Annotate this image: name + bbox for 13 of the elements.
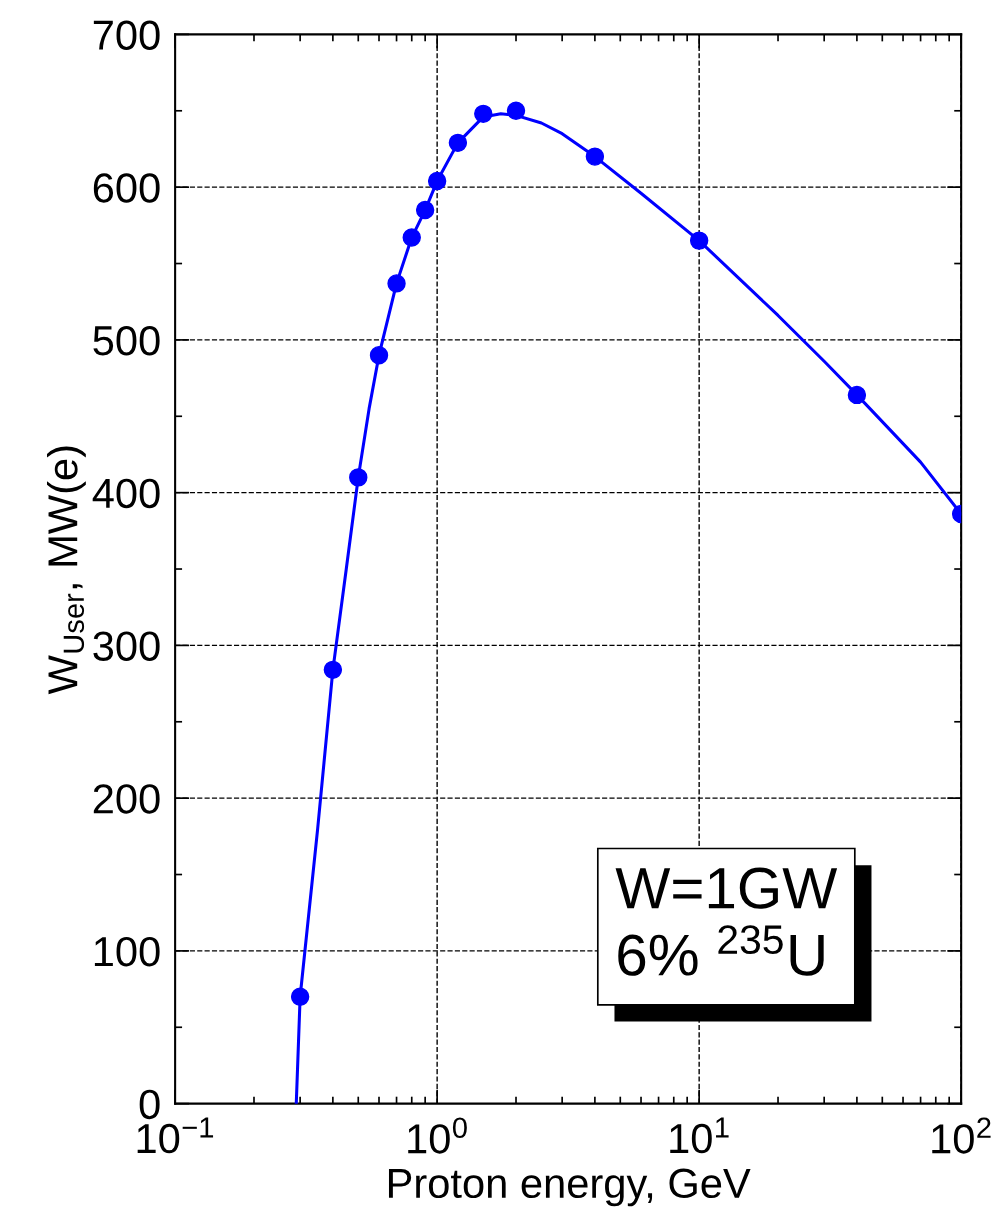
y-tick-label: 400 xyxy=(92,478,160,509)
y-tick-label: 700 xyxy=(93,20,160,50)
y-tick-label: 200 xyxy=(93,784,160,814)
x-tick-label: 10$^{2}$ xyxy=(932,1117,991,1154)
x-axis-title: Proton energy, GeV xyxy=(388,1168,751,1207)
x-tick-label: 10$^{0}$ xyxy=(408,1117,467,1154)
x-tick-label: 10$^{1}$ xyxy=(670,1117,729,1154)
y-axis-title: W$_{User}$, MW(e) xyxy=(47,446,86,695)
annotation: W=1GW 6% $^{235}$U xyxy=(615,867,838,976)
y-tick-label: 600 xyxy=(93,173,160,203)
y-tick-label: 300 xyxy=(93,631,160,661)
y-tick-label: 100 xyxy=(94,936,160,967)
y-tick-label: 500 xyxy=(93,325,160,356)
